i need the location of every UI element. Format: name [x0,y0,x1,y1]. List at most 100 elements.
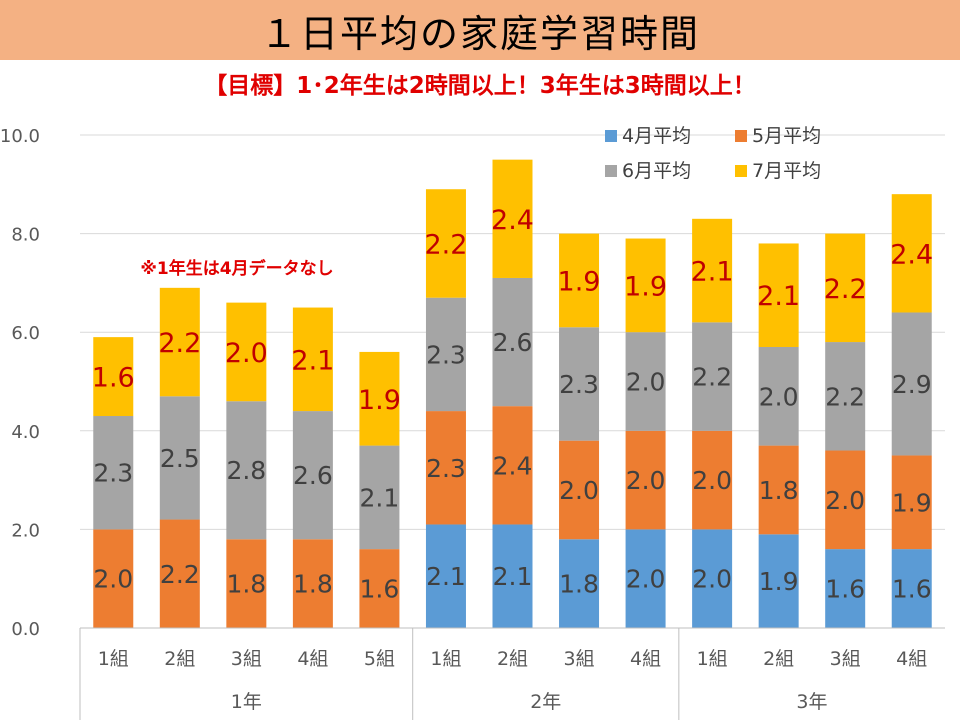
data-label: 2.6 [493,328,533,357]
bar-segment [559,440,600,540]
y-tick-label: 0.0 [11,619,40,640]
bar-segment [359,549,400,628]
legend-label: 4月平均 [622,125,691,147]
bar-segment [625,430,666,530]
x-category-label: 5組 [364,648,395,670]
data-label: 2.1 [291,345,334,376]
y-tick-label: 2.0 [11,520,40,541]
data-label: 1.9 [358,385,401,416]
bar-segment [758,534,799,628]
data-label: 1.6 [360,575,400,604]
legend-label: 7月平均 [752,160,821,182]
legend-swatch [605,165,617,177]
x-category-label: 4組 [297,648,328,670]
bar-segment [93,337,134,417]
x-category-label: 1組 [430,648,461,670]
x-category-label: 4組 [630,648,661,670]
y-tick-label: 10.0 [0,126,40,147]
data-label: 2.8 [226,456,266,485]
annotation-text: ※1年生は4月データなし [140,258,333,279]
bar-segment [625,529,666,628]
legend-swatch [735,165,747,177]
bar-segment [93,416,134,530]
data-label: 2.0 [225,338,268,369]
data-label: 2.6 [293,461,333,490]
y-tick-label: 8.0 [11,225,40,246]
data-label: 2.0 [626,368,666,397]
data-label: 2.3 [426,340,466,369]
x-category-label: 3組 [563,648,594,670]
bar-segment [825,450,866,550]
bar-segment [692,529,733,628]
y-tick-label: 4.0 [11,422,40,443]
data-label: 2.0 [692,466,732,495]
data-label: 2.1 [426,562,466,591]
bar-segment [692,322,733,431]
data-label: 2.3 [426,454,466,483]
data-label: 2.2 [825,382,865,411]
bar-segment [891,455,932,550]
bar-segment [359,351,400,446]
bar-segment [825,342,866,451]
data-label: 2.0 [825,486,865,515]
data-label: 2.0 [626,466,666,495]
legend-swatch [605,130,617,142]
data-label: 2.1 [757,281,800,312]
data-label: 2.1 [691,257,734,288]
bar-segment [226,302,267,402]
data-label: 2.1 [360,483,400,512]
data-label: 1.9 [759,567,799,596]
data-label: 2.3 [559,370,599,399]
bar-segment [226,401,267,540]
bar-segment [758,445,799,535]
data-label: 2.2 [824,274,867,305]
bar-segment [159,287,200,397]
x-category-label: 1組 [98,648,129,670]
bar-segment [492,159,533,278]
data-label: 1.6 [825,575,865,604]
bar-segment [159,519,200,628]
x-group-label: 1年 [231,691,262,713]
bar-segment [825,549,866,628]
data-label: 1.9 [624,271,667,302]
data-label: 2.2 [424,229,467,260]
bar-segment [492,277,533,407]
data-label: 1.9 [558,266,601,297]
data-label: 2.3 [93,459,133,488]
page-title: １日平均の家庭学習時間 [259,11,700,56]
y-tick-label: 6.0 [11,323,40,344]
bar-segment [559,539,600,628]
bar-segment [425,524,466,628]
data-label: 2.9 [892,370,932,399]
data-label: 1.8 [226,570,266,599]
x-group-label: 3年 [796,691,827,713]
legend-swatch [735,130,747,142]
bar-segment [559,327,600,441]
data-label: 2.0 [759,382,799,411]
bar-segment [425,411,466,525]
data-label: 2.2 [692,363,732,392]
bar-segment [425,189,466,298]
data-label: 2.2 [160,560,200,589]
data-label: 1.6 [892,575,932,604]
x-group-label: 2年 [530,691,561,713]
bar-segment [825,233,866,343]
bar-segment [891,312,932,456]
bar-segment [425,297,466,412]
x-category-label: 2組 [763,648,794,670]
bar-segment [891,194,932,313]
title-band: １日平均の家庭学習時間 [0,0,960,60]
x-category-label: 3組 [830,648,861,670]
bar-segment [159,396,200,520]
bar-segment [625,332,666,431]
bar-segment [359,445,400,550]
bar-segment [891,549,932,628]
bar-segment [292,411,333,540]
bar-segment [93,529,134,628]
data-label: 1.6 [92,363,135,394]
bar-segment [226,539,267,628]
data-label: 1.8 [293,570,333,599]
x-category-label: 2組 [497,648,528,670]
bar-segment [559,233,600,328]
